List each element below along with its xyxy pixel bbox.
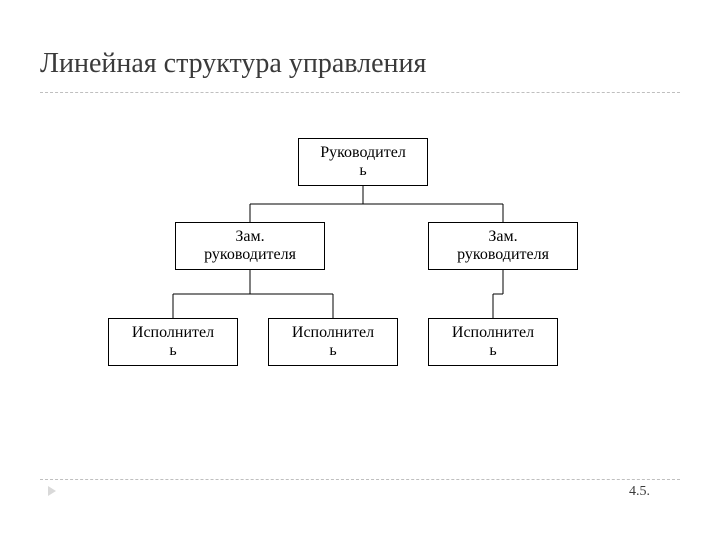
org-node-emp2: Исполнитель <box>268 318 398 366</box>
org-node-root: Руководитель <box>298 138 428 186</box>
org-node-emp1: Исполнитель <box>108 318 238 366</box>
org-node-dep2: Зам.руководителя <box>428 222 578 270</box>
footer-marker-icon <box>48 486 56 496</box>
slide: Линейная структура управления Руководите… <box>0 0 720 540</box>
org-node-emp3: Исполнитель <box>428 318 558 366</box>
title-underline <box>40 92 680 93</box>
page-number: 4.5. <box>629 484 650 500</box>
org-node-dep1: Зам.руководителя <box>175 222 325 270</box>
footer-line <box>40 479 680 480</box>
org-chart-connectors <box>0 0 720 540</box>
slide-title: Линейная структура управления <box>40 48 426 80</box>
